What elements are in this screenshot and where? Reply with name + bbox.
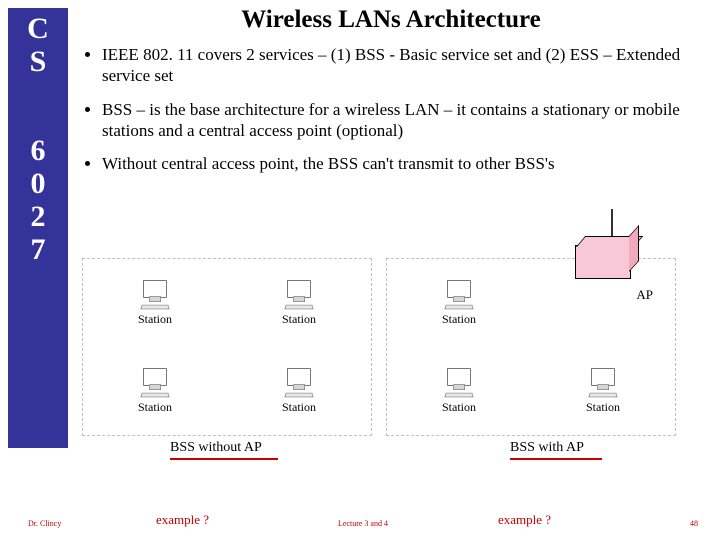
footer-lecture: Lecture 3 and 4 xyxy=(338,519,388,528)
access-point: AP xyxy=(531,259,675,303)
sidebar-num-7: 7 xyxy=(8,233,68,266)
ap-label: AP xyxy=(531,287,675,303)
bss-without-ap-box: Station Station Station Station xyxy=(82,258,372,436)
station: Station xyxy=(227,259,371,347)
sidebar-num-6: 6 xyxy=(8,134,68,167)
station-label: Station xyxy=(138,400,172,415)
footer-author: Dr. Clincy xyxy=(28,519,61,528)
station-label: Station xyxy=(282,312,316,327)
underline-right xyxy=(510,458,602,460)
ap-antenna-icon xyxy=(611,209,613,237)
ap-box-icon xyxy=(575,245,631,279)
station-label: Station xyxy=(442,400,476,415)
slide-title: Wireless LANs Architecture xyxy=(80,6,702,34)
station: Station xyxy=(227,347,371,435)
station-label: Station xyxy=(442,312,476,327)
station: Station xyxy=(83,347,227,435)
caption-bss-with-ap: BSS with AP xyxy=(510,440,584,456)
content-area: Wireless LANs Architecture IEEE 802. 11 … xyxy=(80,6,702,186)
station: Station xyxy=(83,259,227,347)
bullet-3: Without central access point, the BSS ca… xyxy=(102,153,702,174)
bss-with-ap-box: Station AP Station Station xyxy=(386,258,676,436)
sidebar-num-0: 0 xyxy=(8,167,68,200)
footer-example-right: example ? xyxy=(498,512,551,528)
station-label: Station xyxy=(586,400,620,415)
sidebar: C S 6 0 2 7 xyxy=(8,8,68,448)
bullet-1: IEEE 802. 11 covers 2 services – (1) BSS… xyxy=(102,44,702,87)
bullet-list: IEEE 802. 11 covers 2 services – (1) BSS… xyxy=(80,44,702,174)
station: Station xyxy=(387,347,531,435)
bullet-2: BSS – is the base architecture for a wir… xyxy=(102,99,702,142)
station: Station xyxy=(387,259,531,347)
sidebar-letter-c: C xyxy=(8,12,68,45)
station: Station xyxy=(531,347,675,435)
footer: Dr. Clincy example ? Lecture 3 and 4 exa… xyxy=(0,512,720,532)
sidebar-num-2: 2 xyxy=(8,200,68,233)
station-label: Station xyxy=(138,312,172,327)
station-label: Station xyxy=(282,400,316,415)
sidebar-letter-s: S xyxy=(8,45,68,78)
underline-left xyxy=(170,458,278,460)
caption-bss-no-ap: BSS without AP xyxy=(170,440,262,456)
diagram-row: Station Station Station Station Station xyxy=(82,258,676,436)
footer-example-left: example ? xyxy=(156,512,209,528)
footer-page-number: 48 xyxy=(690,519,698,528)
